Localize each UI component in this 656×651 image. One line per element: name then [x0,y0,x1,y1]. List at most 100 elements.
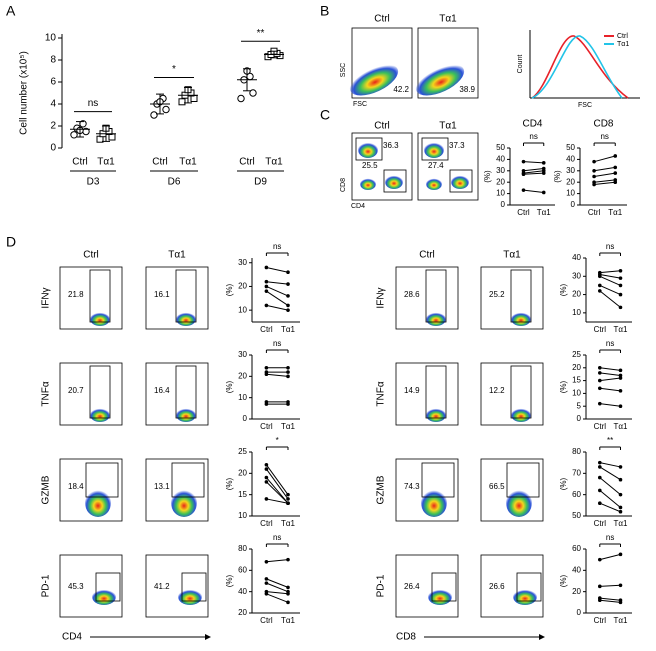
data-point [264,366,269,370]
gate-value: 42.2 [393,85,409,94]
sig-label: ** [607,436,613,445]
legend-label: Ctrl [617,33,628,40]
data-point [521,172,526,177]
sig-label: ns [606,533,614,542]
data-point [264,284,269,289]
gate [175,365,197,419]
pair-line [599,387,621,392]
y-axis-label: (%) [225,380,234,393]
y-axis-label: (%) [483,170,492,183]
pair-line [599,273,621,279]
cell-density [349,64,399,96]
y-tick-label: 40 [572,253,581,262]
x-tick-label: Tα1 [614,519,629,528]
cell-density [358,142,378,158]
data-point [70,131,78,139]
gate-value: 66.5 [489,482,505,491]
pair-line [599,275,621,286]
data-point [286,308,290,312]
y-tick-label: 20 [238,371,247,380]
sig-label: * [276,436,279,445]
y-axis-label: (%) [225,283,234,296]
panel-label: B [320,3,329,19]
pair-line [523,170,544,174]
data-point [286,592,290,596]
pair-line [266,285,289,297]
y-tick-label: 80 [572,447,581,456]
sig-label: ns [606,339,614,348]
gate-value: 18.4 [68,482,84,491]
data-point [286,294,290,298]
x-tick-label: Ctrl [588,208,601,217]
x-tick-label: Ctrl [152,157,168,168]
y-axis-label: (%) [553,170,562,183]
data-point [618,600,623,605]
data-point [618,389,623,393]
y-axis-label: (%) [225,477,234,490]
density-curve [531,35,623,99]
pair-line [265,468,289,500]
data-point [618,505,623,510]
pair-line [594,166,616,172]
group-label: D9 [254,177,267,188]
y-tick-label: 30 [238,350,247,359]
data-point [264,497,269,501]
data-point [264,289,269,293]
x-tick-label: Tα1 [281,422,296,431]
cell-density [90,312,110,326]
data-point [598,283,602,288]
data-point [264,592,269,596]
pair-line [599,466,621,481]
x-axis-label: CD4 [62,632,82,643]
data-point [618,404,623,409]
data-point [618,283,623,288]
column-header: Ctrl [374,14,390,25]
x-tick-label: Tα1 [537,208,552,217]
data-point [286,402,290,406]
pair-line [523,168,544,172]
sig-label: ** [257,28,265,39]
cell-density [176,408,196,422]
pair-line [599,372,621,376]
data-point [598,289,602,293]
gate-value: 38.9 [459,85,475,94]
y-tick-label: 10 [238,305,247,314]
y-tick-label: 20 [572,290,581,299]
data-point [264,402,269,406]
data-point [598,366,602,370]
y-axis-label: (%) [559,380,568,393]
x-axis-label: CD4 [351,203,365,210]
data-point [286,303,290,308]
data-point [598,501,602,506]
y-tick-label: 20 [238,468,247,477]
gate-value: 41.2 [154,582,170,591]
y-tick-label: 80 [238,544,247,553]
y-tick-label: 2 [50,121,56,132]
row-label: GZMB [41,475,52,504]
data-point [178,98,186,106]
data-point [618,492,623,497]
y-tick-label: 30 [238,258,247,267]
data-point [618,276,623,280]
data-point [592,159,596,164]
cell-density [92,589,116,605]
pair-line [599,502,621,513]
y-axis-label: CD8 [340,178,347,192]
gate [171,462,205,498]
data-point [521,159,526,164]
gate [383,169,407,193]
y-tick-label: 0 [577,414,582,423]
gate [421,137,449,161]
data-point [264,581,269,585]
data-point [286,370,290,374]
pair-line [599,597,621,601]
data-point [286,374,290,379]
x-tick-label: Ctrl [517,208,530,217]
x-tick-label: Ctrl [594,519,607,528]
x-tick-label: Tα1 [614,325,629,334]
y-axis-label: SSC [340,63,347,77]
cell-density [176,312,196,326]
panel-label: C [320,107,330,123]
y-tick-label: 4 [50,99,56,110]
data-point [618,376,623,380]
